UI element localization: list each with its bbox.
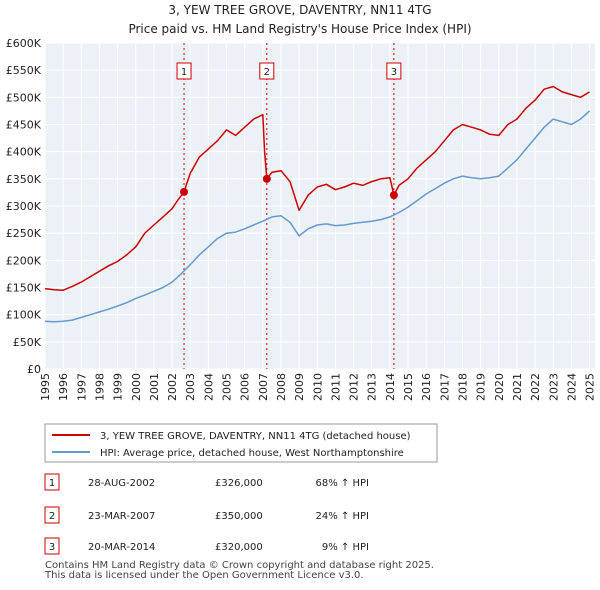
- x-tick-label: 2002: [166, 373, 179, 401]
- hpi-line: [44, 110, 591, 323]
- x-tick-label: 2003: [184, 373, 197, 401]
- x-tick-label: 2009: [293, 373, 306, 401]
- y-axis-ticks: £0 £50K £100K £150K £200K £250K £300K £350K £400…: [6, 37, 42, 376]
- transaction-row: 2 23-MAR-2007 £350,000 24% ↑ HPI: [44, 506, 369, 524]
- y-tick-label: £200K: [6, 254, 42, 267]
- x-tick-label: 1995: [39, 373, 52, 401]
- transaction-hpi: 24% ↑ HPI: [316, 511, 369, 522]
- x-tick-label: 2016: [420, 373, 433, 401]
- y-tick-label: £500K: [6, 91, 42, 104]
- x-tick-label: 2004: [202, 373, 215, 401]
- y-tick-label: £550K: [6, 64, 42, 77]
- x-tick-label: 2006: [239, 373, 252, 401]
- attribution-footer: Contains HM Land Registry data © Crown c…: [45, 561, 434, 581]
- x-tick-label: 2022: [529, 373, 542, 401]
- transaction-date: 20-MAR-2014: [88, 542, 155, 553]
- attribution-line-2: This data is licensed under the Open Gov…: [45, 570, 364, 581]
- x-tick-label: 2001: [148, 373, 161, 401]
- x-tick-label: 2019: [475, 373, 488, 401]
- y-tick-label: £0: [27, 363, 41, 376]
- transaction-number: 1: [49, 478, 55, 489]
- transaction-hpi: 9% ↑ HPI: [322, 542, 369, 553]
- transaction-number: 2: [49, 511, 55, 522]
- transaction-marker-box: [386, 62, 402, 80]
- y-tick-label: £400K: [6, 146, 42, 159]
- legend-property-label: 3, YEW TREE GROVE, DAVENTRY, NN11 4TG (d…: [100, 431, 411, 442]
- transaction-number-box: [44, 473, 60, 491]
- x-tick-label: 2020: [493, 373, 506, 401]
- transaction-marker-box: [259, 62, 275, 80]
- y-tick-label: £300K: [6, 200, 42, 213]
- y-tick-label: £100K: [6, 309, 42, 322]
- chart-subtitle: Price paid vs. HM Land Registry's House …: [128, 22, 471, 36]
- x-tick-label: 2023: [547, 373, 560, 401]
- sale-point: [262, 174, 271, 183]
- x-tick-label: 2017: [438, 373, 451, 401]
- transaction-number: 3: [49, 542, 55, 553]
- x-tick-label: 2008: [275, 373, 288, 401]
- x-tick-label: 2005: [221, 373, 234, 401]
- legend-hpi-label: HPI: Average price, detached house, West…: [100, 448, 404, 459]
- transaction-date: 23-MAR-2007: [88, 511, 155, 522]
- x-tick-label: 2012: [348, 373, 361, 401]
- y-tick-label: £450K: [6, 119, 42, 132]
- x-tick-label: 2013: [366, 373, 379, 401]
- property-price-line: [44, 85, 590, 291]
- transaction-number-box: [44, 537, 60, 555]
- sale-points: [180, 174, 398, 200]
- x-tick-label: 2007: [257, 373, 270, 401]
- transaction-date: 28-AUG-2002: [88, 478, 155, 489]
- x-axis-ticks: 1995 1996 1997 1998 1999 2000 2001 2002 2003 2004…: [39, 373, 597, 401]
- series-lines: [44, 85, 591, 323]
- sale-point: [180, 187, 189, 196]
- transaction-price: £350,000: [215, 511, 263, 522]
- legend-box: [44, 423, 438, 463]
- transaction-marker-label: 2: [264, 67, 270, 78]
- transaction-row: 3 20-MAR-2014 £320,000 9% ↑ HPI: [44, 537, 369, 555]
- transaction-price: £326,000: [215, 478, 263, 489]
- y-tick-label: £350K: [6, 173, 42, 186]
- chart-title: 3, YEW TREE GROVE, DAVENTRY, NN11 4TG: [168, 3, 431, 17]
- x-tick-label: 2024: [565, 373, 578, 401]
- grid-lines: [44, 42, 595, 370]
- transaction-row: 1 28-AUG-2002 £326,000 68% ↑ HPI: [44, 473, 369, 491]
- x-tick-label: 2010: [311, 373, 324, 401]
- attribution-line-1: Contains HM Land Registry data © Crown c…: [45, 560, 434, 571]
- x-tick-label: 1999: [112, 373, 125, 401]
- x-tick-label: 1996: [57, 373, 70, 401]
- y-tick-label: £250K: [6, 227, 42, 240]
- transaction-marker-label: 1: [181, 67, 187, 78]
- transaction-markers: 1 2 3: [176, 43, 402, 369]
- x-tick-label: 2011: [329, 373, 342, 401]
- transaction-number-box: [44, 506, 60, 524]
- x-tick-label: 2021: [511, 373, 524, 401]
- y-tick-label: £150K: [6, 282, 42, 295]
- x-tick-label: 2018: [456, 373, 469, 401]
- transaction-marker-box: [176, 62, 192, 80]
- x-tick-label: 2014: [384, 373, 397, 401]
- x-tick-label: 2025: [584, 373, 597, 401]
- x-tick-label: 1998: [93, 373, 106, 401]
- sale-point: [389, 191, 398, 200]
- y-tick-label: £50K: [13, 336, 42, 349]
- x-tick-label: 2015: [402, 373, 415, 401]
- transaction-marker-label: 3: [391, 67, 397, 78]
- y-tick-label: £600K: [6, 37, 42, 50]
- x-tick-label: 2000: [130, 373, 143, 401]
- transaction-hpi: 68% ↑ HPI: [316, 478, 369, 489]
- x-tick-label: 1997: [75, 373, 88, 401]
- transaction-price: £320,000: [215, 542, 263, 553]
